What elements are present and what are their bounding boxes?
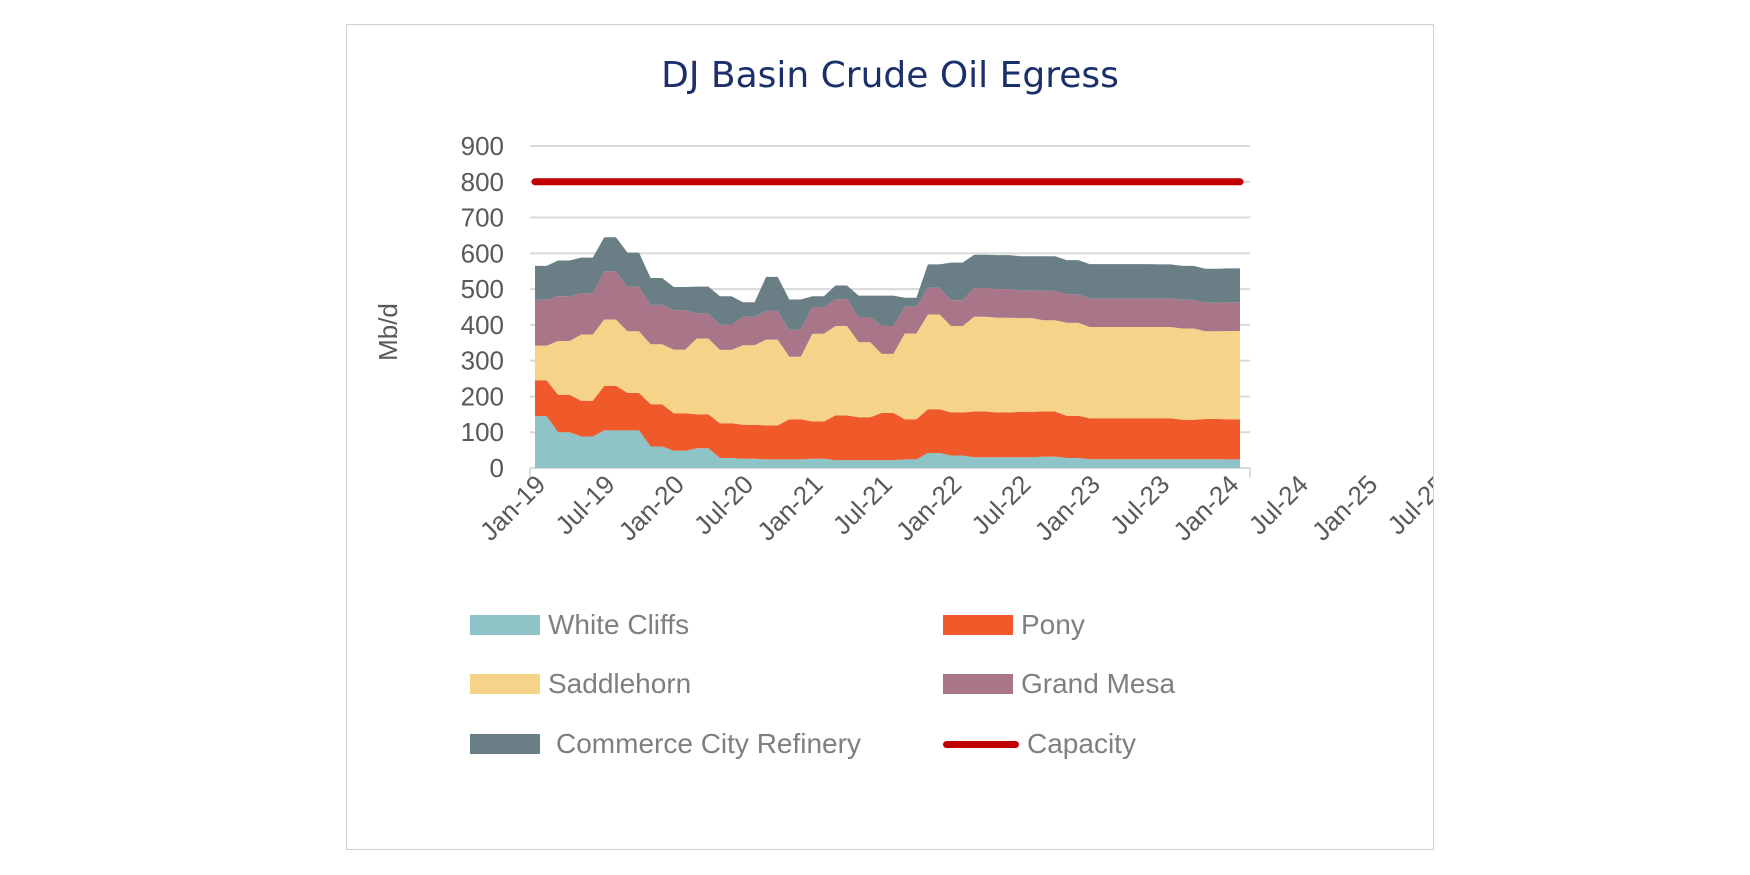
legend-swatch-pony [943,615,1013,635]
x-tick-label-jul-25: Jul-25 [1381,469,1433,540]
x-tick-label-jan-20: Jan-20 [612,469,689,546]
y-tick-label-500: 500 [461,274,504,304]
y-axis-label: Mb/d [373,303,403,361]
legend-label-pony: Pony [1021,609,1085,640]
x-tick-label-jan-21: Jan-21 [751,469,828,546]
x-tick-label-jul-22: Jul-22 [965,469,1036,540]
legend-item-saddlehorn: Saddlehorn [470,668,691,700]
y-tick-label-0: 0 [490,453,504,483]
legend-label-white-cliffs: White Cliffs [548,609,690,640]
legend-item-white-cliffs: White Cliffs [470,609,689,641]
legend-label-saddlehorn: Saddlehorn [548,668,692,699]
area-grand-mesa [535,271,1240,357]
x-tick-label-jul-23: Jul-23 [1104,469,1175,540]
legend-item-grand-mesa: Grand Mesa [943,668,1175,700]
y-tick-label-100: 100 [461,417,504,447]
y-tick-label-300: 300 [461,346,504,376]
plot-area: 0 100 200 300 400 500 600 700 800 900 Jan-19Jul-19… [373,131,1433,546]
area-white-cliffs [535,416,1240,468]
x-tick-label-jul-24: Jul-24 [1243,469,1314,540]
legend-swatch-white-cliffs [470,615,540,635]
area-saddlehorn [535,314,1240,426]
x-tick-label-jan-25: Jan-25 [1306,469,1383,546]
area-commerce-city-refinery [535,237,1240,330]
x-tick-label-jul-21: Jul-21 [827,469,898,540]
legend-swatch-capacity [943,740,1019,748]
legend-swatch-grand-mesa [943,674,1013,694]
x-tick-label-jan-24: Jan-24 [1167,469,1244,546]
x-tick-label-jan-19: Jan-19 [474,469,551,546]
y-tick-label-200: 200 [461,381,504,411]
y-tick-label-600: 600 [461,238,504,268]
legend-label-grand-mesa: Grand Mesa [1021,668,1176,699]
legend-swatch-commerce-city-refinery [470,734,540,754]
y-tick-label-700: 700 [461,203,504,233]
legend-item-pony: Pony [943,609,1085,641]
x-tick-label-jan-22: Jan-22 [890,469,967,546]
legend-item-commerce-city-refinery: Commerce City Refinery [470,728,861,760]
y-tick-label-900: 900 [461,131,504,161]
x-tick-label-jan-23: Jan-23 [1029,469,1106,546]
chart-title: DJ Basin Crude Oil Egress [661,55,1119,96]
legend-item-capacity: Capacity [943,728,1136,760]
x-tick-label-jul-19: Jul-19 [549,469,620,540]
legend-label-commerce-city-refinery: Commerce City Refinery [556,728,861,759]
legend-swatch-saddlehorn [470,674,540,694]
legend-label-capacity: Capacity [1027,728,1136,759]
area-pony [535,380,1240,461]
x-tick-label-jul-20: Jul-20 [688,469,759,540]
y-tick-label-800: 800 [461,167,504,197]
y-tick-label-400: 400 [461,310,504,340]
chart-container: DJ Basin Crude Oil Egress 0 100 200 300 400 5… [346,24,1434,850]
